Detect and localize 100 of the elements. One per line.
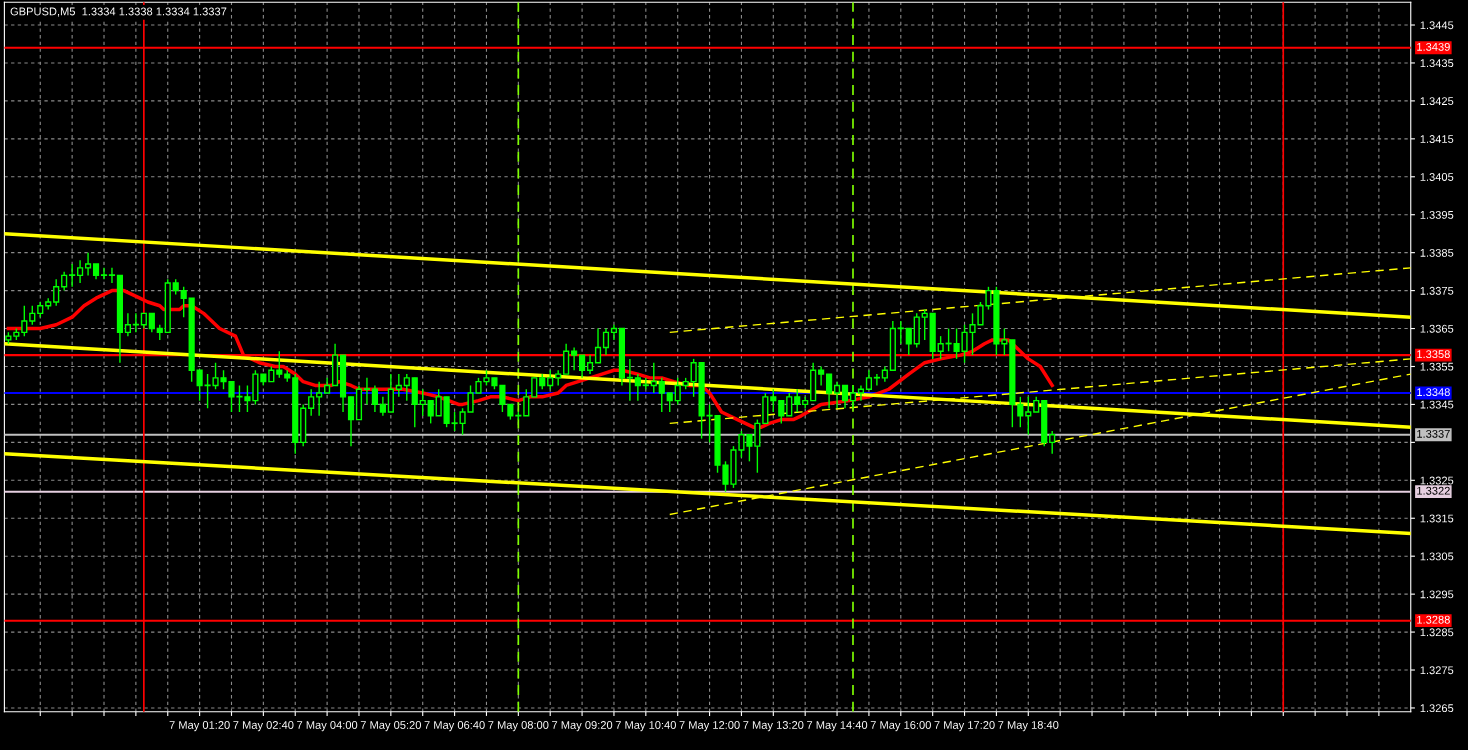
candlestick — [1025, 396, 1032, 436]
candlestick — [833, 380, 841, 409]
candlestick — [586, 354, 594, 375]
candlestick — [395, 373, 402, 398]
candlestick — [610, 324, 618, 341]
candlestick — [180, 286, 187, 318]
candlestick — [108, 267, 116, 284]
candlestick — [658, 377, 665, 413]
candlestick — [634, 373, 641, 402]
y-tick-label: 1.3265 — [1420, 704, 1454, 713]
x-tick-label: 7 May 12:00 — [679, 721, 740, 732]
candlestick — [937, 335, 944, 360]
candlestick — [571, 346, 578, 371]
x-tick-label: 7 May 18:40 — [998, 721, 1059, 732]
x-tick-label: 7 May 02:40 — [233, 721, 294, 732]
candlestick — [794, 388, 801, 413]
candlestick — [602, 327, 610, 356]
candlestick — [61, 270, 68, 292]
candlestick — [873, 373, 880, 387]
x-tick-label: 7 May 09:20 — [552, 721, 613, 732]
candlestick — [547, 369, 554, 390]
candlestick — [690, 358, 697, 398]
candlestick — [347, 396, 355, 447]
candlestick — [53, 278, 60, 307]
candlestick — [642, 377, 649, 390]
candlestick — [21, 305, 28, 337]
candlestick — [379, 396, 386, 417]
candlestick — [905, 327, 912, 356]
ref-line-label: 1.3358 — [1417, 350, 1450, 359]
y-tick-label: 1.3355 — [1420, 362, 1454, 371]
ref-line-label: 1.3439 — [1417, 42, 1450, 51]
candlestick — [754, 418, 761, 474]
x-tick-label: 7 May 13:20 — [743, 721, 804, 732]
candlestick — [666, 392, 673, 413]
candlestick — [778, 399, 785, 425]
x-tick-label: 7 May 14:40 — [807, 721, 868, 732]
candlestick — [427, 399, 434, 425]
candlestick — [84, 251, 92, 277]
candlestick — [578, 354, 586, 379]
candlestick — [849, 384, 857, 409]
candlestick — [371, 384, 378, 413]
x-tick-label: 7 May 06:40 — [424, 721, 485, 732]
candlestick — [650, 361, 657, 394]
y-tick-label: 1.3375 — [1420, 286, 1454, 295]
y-tick-label: 1.3275 — [1420, 666, 1454, 675]
candlestick — [29, 305, 36, 326]
x-tick-label: 7 May 08:00 — [488, 721, 549, 732]
y-tick-label: 1.3365 — [1420, 324, 1454, 333]
y-tick-label: 1.3445 — [1420, 21, 1454, 30]
ref-line-label: 1.3337 — [1417, 429, 1450, 438]
candlestick — [316, 380, 323, 417]
y-tick-label: 1.3315 — [1420, 514, 1454, 523]
candlestick — [841, 384, 849, 409]
y-tick-label: 1.3395 — [1420, 210, 1454, 219]
candlestick — [786, 392, 793, 417]
candlestick — [124, 312, 131, 337]
x-tick-label: 7 May 01:20 — [169, 721, 230, 732]
candlestick — [1001, 327, 1008, 356]
candlestick — [100, 267, 108, 280]
candlestick — [626, 358, 633, 402]
x-tick-label: 7 May 04:00 — [297, 721, 358, 732]
y-tick-label: 1.3425 — [1420, 97, 1454, 106]
candlestick — [531, 377, 538, 398]
candlestick — [921, 308, 928, 341]
y-tick-label: 1.3385 — [1420, 248, 1454, 257]
candlestick — [387, 373, 394, 413]
candlestick — [857, 384, 865, 402]
candlestick — [770, 388, 777, 413]
y-tick-label: 1.3405 — [1420, 173, 1454, 181]
candlestick — [435, 388, 442, 417]
candlestick — [1017, 396, 1024, 428]
ref-line-label: 1.3348 — [1417, 388, 1450, 397]
candlestick — [308, 388, 315, 417]
candlestick — [419, 388, 426, 417]
x-tick-label: 7 May 05:20 — [360, 721, 421, 732]
y-tick-label: 1.3285 — [1420, 628, 1454, 637]
candlestick — [196, 369, 203, 402]
candlestick — [148, 312, 155, 334]
candlestick — [563, 343, 570, 375]
ref-line-label: 1.3288 — [1417, 615, 1450, 624]
candlestick — [897, 320, 904, 345]
chart-title: GBPUSD,M5 1.3334 1.3338 1.3334 1.3337 — [10, 7, 227, 17]
candlestick — [69, 263, 76, 288]
y-tick-label: 1.3325 — [1420, 476, 1454, 485]
y-tick-label: 1.3295 — [1420, 590, 1454, 599]
candlestick — [363, 377, 371, 406]
ref-line-label: 1.3322 — [1417, 486, 1450, 495]
candlestick — [826, 373, 833, 409]
candlestick — [594, 327, 602, 364]
candlestick — [403, 373, 410, 402]
y-tick-label: 1.3305 — [1420, 552, 1454, 561]
candlestick — [77, 259, 84, 284]
x-tick-label: 7 May 16:00 — [870, 721, 931, 732]
y-tick-label: 1.3415 — [1420, 135, 1454, 143]
candlestick — [865, 369, 873, 390]
candlestick — [1049, 430, 1056, 455]
x-tick-label: 7 May 17:20 — [934, 721, 995, 732]
candlestick — [818, 365, 825, 387]
y-tick-label: 1.3345 — [1420, 400, 1454, 409]
y-tick-label: 1.3435 — [1420, 59, 1454, 68]
